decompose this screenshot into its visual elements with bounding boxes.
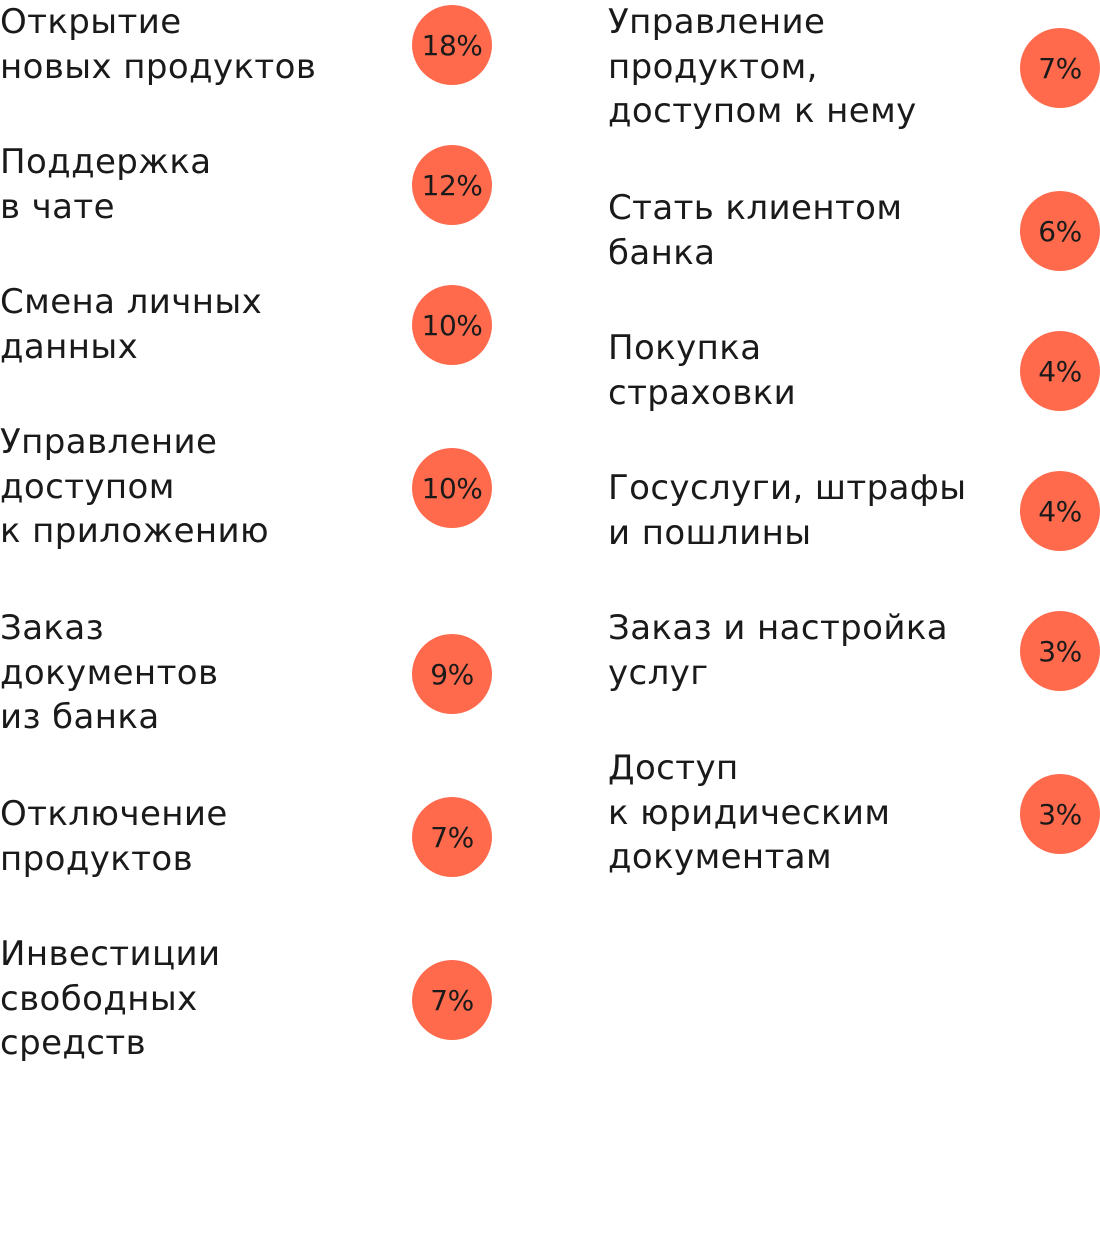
label-line: средств	[0, 1023, 147, 1063]
item-label: Смена личных данных	[0, 280, 262, 369]
label-line: Поддержка	[0, 142, 212, 182]
label-line: данных	[0, 326, 139, 367]
label-line: документов	[0, 652, 219, 693]
label-line: Покупка	[608, 328, 762, 368]
item-label: Заказ и настройка услуг	[608, 606, 948, 695]
label-line: Смена личных	[0, 282, 263, 322]
item-label: Управление продуктом, доступом к нему	[608, 0, 917, 134]
label-line: в чате	[0, 186, 115, 227]
item-label: Доступ к юридическим документам	[608, 746, 890, 880]
label-line: продуктом,	[608, 46, 818, 87]
percent-badge: 10%	[412, 285, 492, 365]
label-line: продуктов	[0, 838, 194, 879]
label-line: Доступ	[608, 748, 739, 788]
label-line: документам	[608, 837, 833, 877]
label-line: Отключение	[0, 794, 228, 834]
label-line: Инвестиции	[0, 934, 221, 974]
item-label: Госуслуги, штрафы и пошлины	[608, 466, 967, 555]
label-line: Заказ	[0, 608, 105, 648]
percent-badge: 4%	[1020, 471, 1100, 551]
percent-badge: 7%	[412, 960, 492, 1040]
label-line: доступом	[0, 466, 175, 507]
label-line: Управление	[608, 2, 826, 42]
item-label: Заказ документов из банка	[0, 606, 218, 740]
label-line: банка	[608, 232, 716, 273]
label-line: страховки	[608, 372, 797, 413]
percent-badge: 3%	[1020, 774, 1100, 854]
percent-badge: 10%	[412, 448, 492, 528]
percent-badge: 7%	[1020, 28, 1100, 108]
percent-badge: 18%	[412, 5, 492, 85]
percent-badge: 6%	[1020, 191, 1100, 271]
label-line: услуг	[608, 652, 709, 693]
label-line: к приложению	[0, 511, 270, 551]
item-label: Стать клиентом банка	[608, 186, 902, 275]
item-label: Покупка страховки	[608, 326, 796, 415]
label-line: Стать клиентом	[608, 188, 903, 228]
item-label: Отключение продуктов	[0, 792, 228, 881]
label-line: Заказ и настройка	[608, 608, 949, 648]
percent-badge: 3%	[1020, 611, 1100, 691]
item-label: Открытие новых продуктов	[0, 0, 316, 89]
label-line: новых продуктов	[0, 46, 317, 87]
percent-badge: 9%	[412, 634, 492, 714]
item-label: Инвестиции свободных средств	[0, 932, 221, 1066]
label-line: свободных	[0, 978, 198, 1019]
item-label: Управление доступом к приложению	[0, 420, 269, 554]
item-label: Поддержка в чате	[0, 140, 212, 229]
label-line: доступом к нему	[608, 91, 917, 131]
percent-badge: 4%	[1020, 331, 1100, 411]
label-line: из банка	[0, 697, 160, 737]
percent-badge: 7%	[412, 797, 492, 877]
label-line: Госуслуги, штрафы	[608, 468, 967, 508]
percent-badge: 12%	[412, 145, 492, 225]
label-line: и пошлины	[608, 512, 812, 553]
label-line: к юридическим	[608, 792, 891, 833]
label-line: Управление	[0, 422, 218, 462]
label-line: Открытие	[0, 2, 182, 42]
